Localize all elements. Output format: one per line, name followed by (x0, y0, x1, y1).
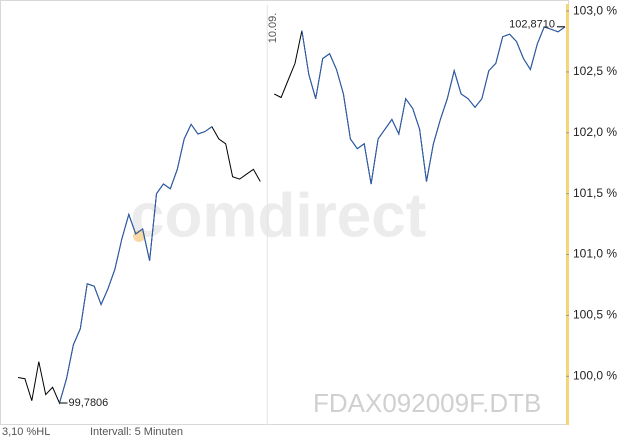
y-tick-label: 102,5 % (573, 64, 617, 78)
interval-note: Intervall: 5 Minuten (90, 426, 183, 438)
range-note: 3,10 %HL (2, 426, 50, 438)
y-tick-label: 102,0 % (573, 125, 617, 139)
day-label: 10.09. (267, 13, 279, 44)
y-tick-label: 100,0 % (573, 368, 617, 382)
axis-bar (566, 4, 569, 425)
watermark: comdirect (130, 181, 426, 250)
y-tick-label: 101,5 % (573, 186, 617, 200)
plot-frame (0, 0, 569, 425)
min-label: 99,7806 (69, 397, 109, 409)
y-tick-label: 101,0 % (573, 247, 617, 261)
y-tick-label: 100,5 % (573, 308, 617, 322)
symbol: FDAX092009F.DTB (313, 388, 541, 418)
watermark-dot (133, 230, 145, 242)
max-label: 102,8710 (509, 19, 555, 31)
y-tick-label: 103,0 % (573, 3, 617, 17)
price-line (59, 26, 566, 404)
